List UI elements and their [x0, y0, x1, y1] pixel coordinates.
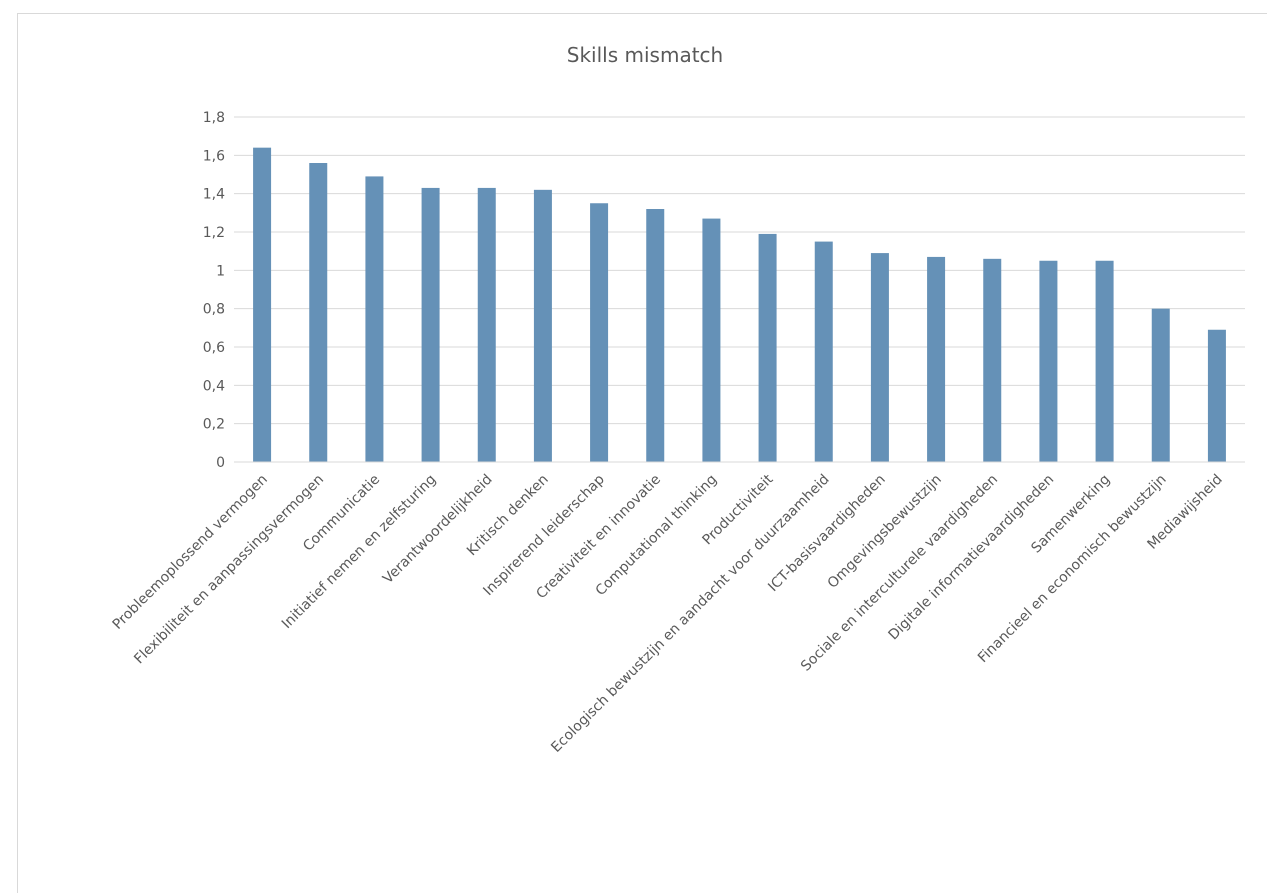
y-tick-label: 0,2 — [203, 417, 225, 433]
y-axis-tick-labels: 0 0,2 0,4 0,6 0,8 1 1,2 1,4 1,6 1,8 — [203, 110, 225, 471]
bar — [1039, 260, 1058, 462]
chart-title: Skills mismatch — [567, 43, 723, 67]
y-tick-label: 0 — [216, 455, 225, 471]
bar — [927, 256, 946, 462]
bar — [1207, 329, 1226, 462]
x-category-label: Ecologisch bewustzijn en aandacht voor d… — [548, 472, 832, 756]
bar — [758, 233, 777, 462]
bar — [870, 253, 889, 462]
bar — [590, 203, 609, 462]
bar — [646, 209, 665, 462]
x-axis-category-labels: Probleemoplossend vermogenFlexibiliteit … — [110, 471, 1226, 756]
y-tick-label: 1 — [216, 263, 225, 279]
y-tick-label: 1,4 — [203, 187, 225, 203]
bar — [253, 147, 272, 462]
bar — [814, 241, 833, 462]
gridlines — [234, 116, 1245, 425]
y-tick-label: 1,2 — [203, 225, 225, 241]
bar — [1095, 260, 1114, 462]
x-category-label: Omgevingsbewustzijn — [825, 472, 945, 592]
y-tick-label: 1,6 — [203, 148, 225, 164]
y-tick-label: 0,4 — [203, 378, 225, 394]
bar — [702, 218, 721, 462]
y-tick-label: 0,8 — [203, 302, 225, 318]
bars — [253, 147, 1226, 463]
bar — [365, 176, 384, 462]
bar — [309, 163, 328, 462]
y-tick-label: 1,8 — [203, 110, 225, 126]
y-tick-label: 0,6 — [203, 340, 225, 356]
bar — [533, 189, 552, 463]
bar — [477, 187, 496, 462]
x-category-label: Verantwoordelijkheid — [380, 472, 496, 588]
chart-frame — [17, 13, 1267, 893]
x-category-label: ICT-basisvaardigheden — [765, 472, 889, 596]
x-category-label: Sociale en interculturele vaardigheden — [798, 472, 1001, 675]
bar — [983, 258, 1002, 462]
bar — [421, 187, 440, 462]
bar — [1151, 308, 1170, 462]
